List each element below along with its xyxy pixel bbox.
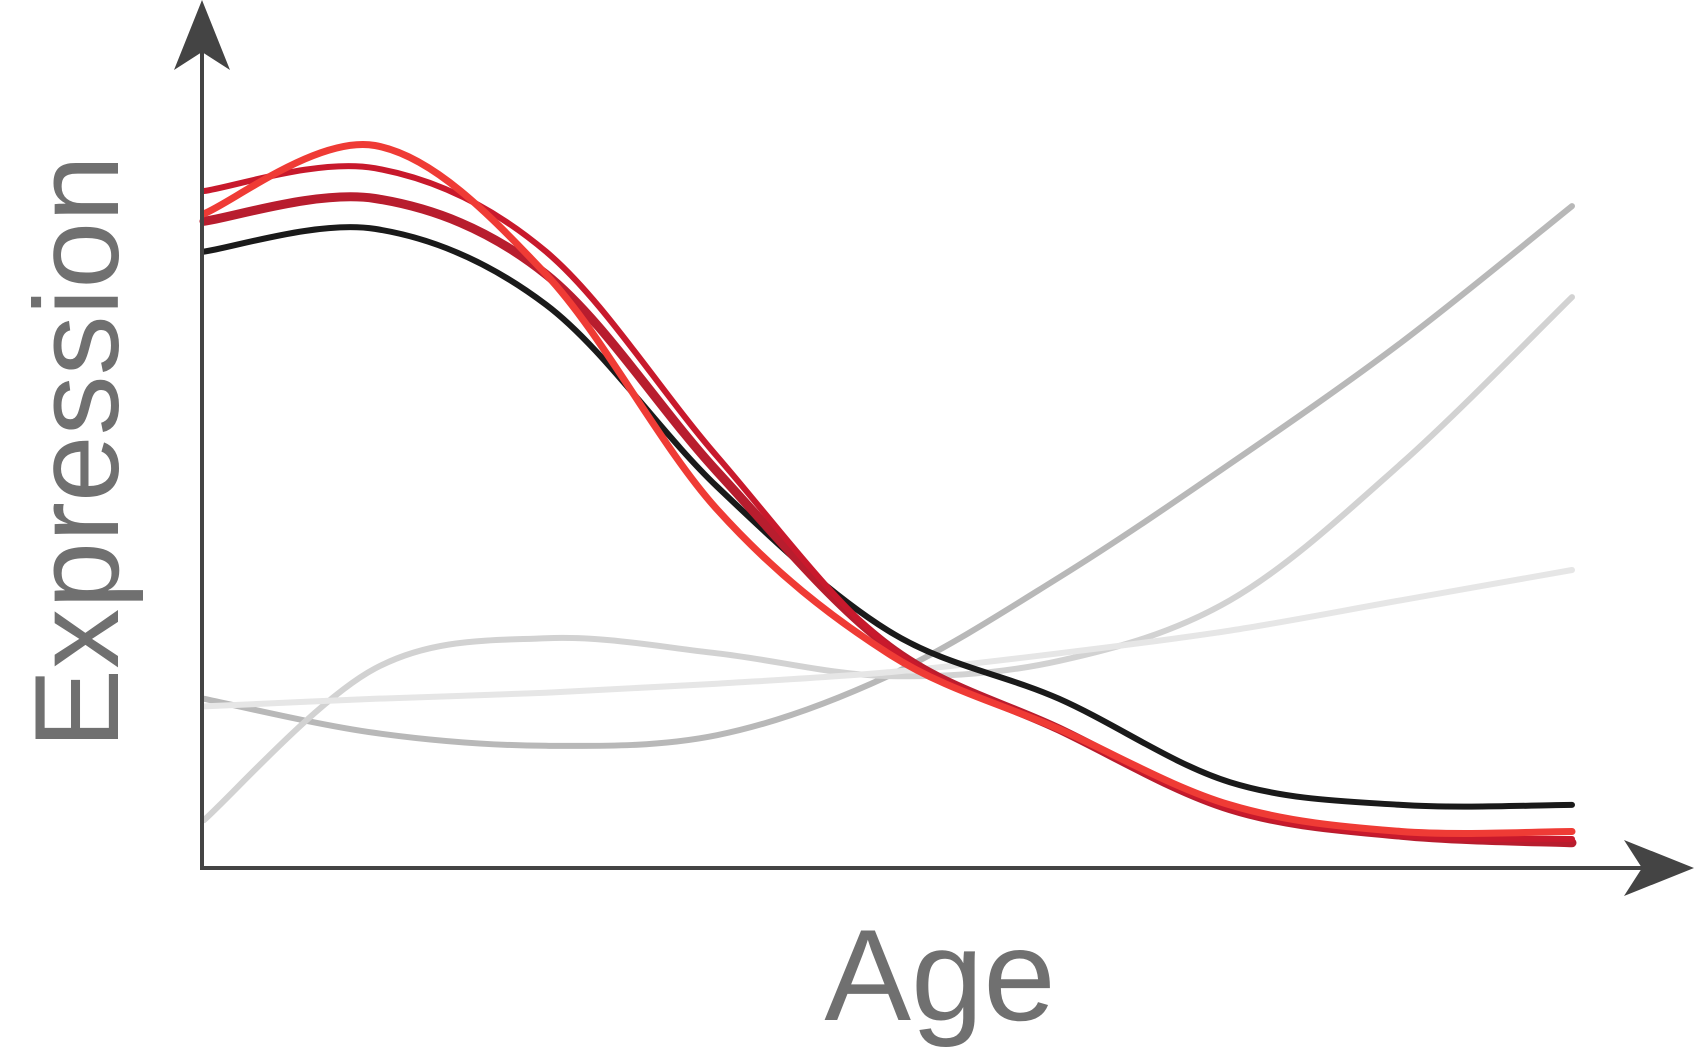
series-line-3 bbox=[201, 567, 1575, 710]
series-layer bbox=[199, 140, 1577, 848]
x-axis-label: Age bbox=[824, 902, 1055, 1048]
y-axis-label: Expression bbox=[10, 155, 144, 749]
series-line-6 bbox=[201, 163, 1575, 842]
series-line-5 bbox=[199, 192, 1577, 848]
series-line-2 bbox=[201, 294, 1575, 824]
series-line-7 bbox=[200, 140, 1576, 837]
series-line-1 bbox=[201, 203, 1575, 749]
series-line-4 bbox=[201, 224, 1575, 810]
x-axis-arrowhead bbox=[1624, 840, 1694, 896]
y-axis-arrowhead bbox=[174, 0, 230, 70]
